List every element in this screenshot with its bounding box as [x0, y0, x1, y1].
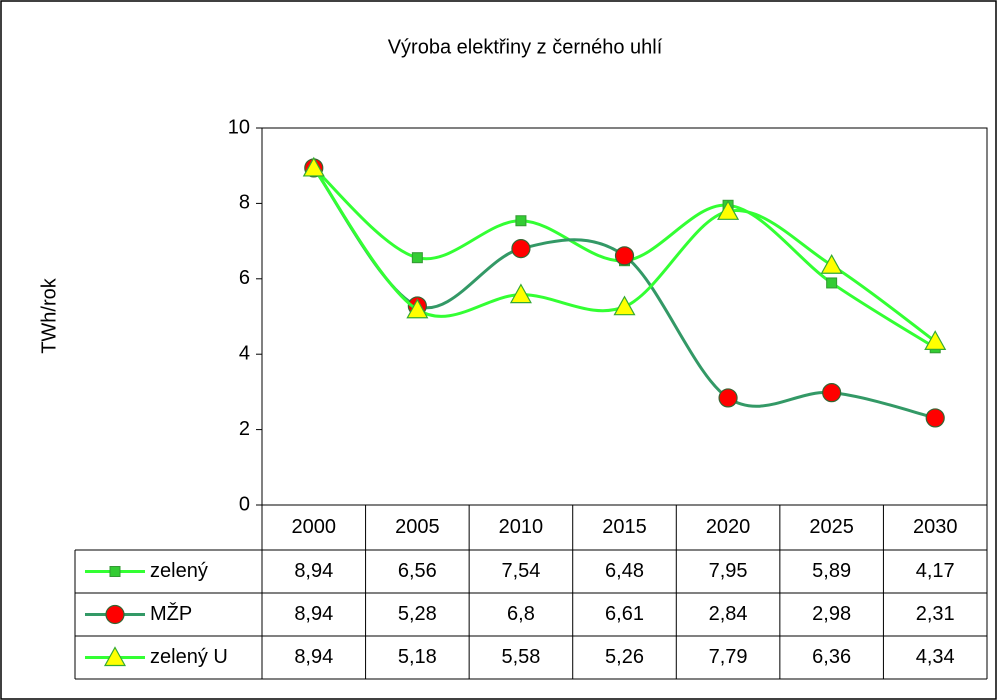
- table-value: 7,54: [501, 560, 540, 582]
- x-tick-label: 2025: [809, 516, 854, 538]
- y-tick-label: 8: [239, 192, 250, 214]
- y-tick-label: 6: [239, 267, 250, 289]
- table-value: 2,31: [916, 603, 955, 625]
- chart-title: Výroba elektřiny z černého uhlí: [388, 36, 663, 58]
- x-tick-label: 2015: [602, 516, 647, 538]
- x-tick-label: 2010: [499, 516, 544, 538]
- x-tick-label: 2000: [292, 516, 337, 538]
- data-marker: [718, 388, 738, 408]
- data-marker: [924, 330, 947, 350]
- table-value: 2,98: [812, 603, 851, 625]
- data-marker: [717, 200, 740, 220]
- legend-marker: [103, 646, 127, 667]
- x-tick-label: 2020: [706, 516, 751, 538]
- data-marker: [302, 156, 325, 177]
- data-marker: [820, 253, 843, 274]
- data-marker: [411, 252, 423, 264]
- table-value: 5,58: [501, 646, 540, 668]
- x-tick-label: 2005: [395, 516, 440, 538]
- legend-marker: [105, 604, 125, 625]
- y-tick-label: 0: [239, 493, 250, 515]
- table-value: 8,94: [294, 603, 333, 625]
- legend-label: MŽP: [150, 602, 192, 625]
- table-value: 5,26: [605, 646, 644, 668]
- table-value: 5,28: [398, 603, 437, 625]
- legend-label: zelený U: [150, 646, 228, 668]
- data-marker: [925, 408, 945, 428]
- table-value: 5,89: [812, 560, 851, 582]
- y-tick-label: 4: [239, 342, 250, 364]
- table-value: 5,18: [398, 646, 437, 668]
- data-marker: [406, 298, 429, 319]
- y-tick-label: 10: [228, 116, 250, 138]
- data-marker: [822, 383, 842, 403]
- table-value: 7,79: [709, 646, 748, 668]
- legend-label: zelený: [150, 560, 208, 582]
- table-value: 6,48: [605, 560, 644, 582]
- table-value: 6,8: [507, 603, 535, 625]
- data-marker: [515, 215, 527, 227]
- y-tick-label: 2: [239, 418, 250, 440]
- table-value: 6,61: [605, 603, 644, 625]
- table-value: 8,94: [294, 560, 333, 582]
- data-marker: [509, 283, 532, 304]
- table-value: 2,84: [709, 603, 748, 625]
- x-tick-label: 2030: [913, 516, 958, 538]
- table-value: 8,94: [294, 646, 333, 668]
- table-value: 4,17: [916, 560, 955, 582]
- data-marker: [826, 277, 838, 289]
- legend-marker: [109, 566, 121, 577]
- table-value: 6,56: [398, 560, 437, 582]
- data-marker: [614, 246, 635, 266]
- table-value: 6,36: [812, 646, 851, 668]
- data-marker: [613, 295, 636, 316]
- table-value: 4,34: [916, 646, 955, 668]
- y-axis-label: TWh/rok: [38, 277, 60, 354]
- table-value: 7,95: [709, 560, 748, 582]
- data-marker: [511, 239, 531, 259]
